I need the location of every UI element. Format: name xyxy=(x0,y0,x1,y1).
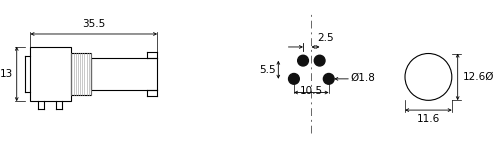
Text: 12.6Ø: 12.6Ø xyxy=(462,72,494,82)
Bar xyxy=(91,58,157,90)
Circle shape xyxy=(324,74,334,84)
Text: 11.6: 11.6 xyxy=(417,114,440,124)
Circle shape xyxy=(298,55,308,66)
Text: 10.5: 10.5 xyxy=(300,86,323,96)
Circle shape xyxy=(288,74,300,84)
Bar xyxy=(30,47,72,101)
Text: 5.5: 5.5 xyxy=(259,65,276,75)
Bar xyxy=(72,52,91,95)
Text: 13: 13 xyxy=(0,69,13,79)
Text: 35.5: 35.5 xyxy=(82,19,106,29)
Text: 2.5: 2.5 xyxy=(318,33,334,43)
Text: Ø1.8: Ø1.8 xyxy=(350,73,375,83)
Circle shape xyxy=(314,55,325,66)
